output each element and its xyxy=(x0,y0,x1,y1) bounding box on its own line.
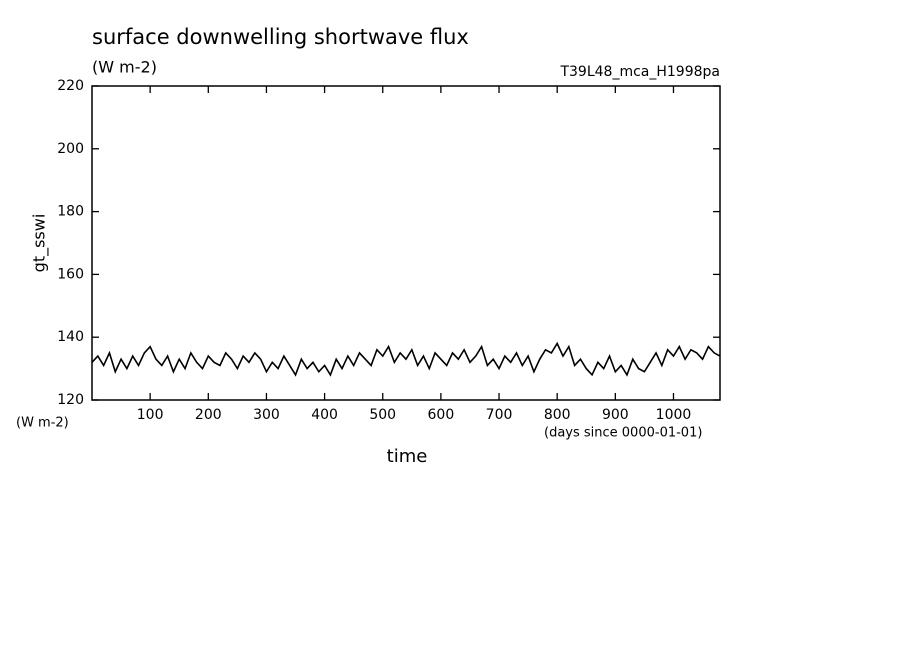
x-tick-label: 100 xyxy=(137,407,164,423)
x-tick-label: 400 xyxy=(311,407,338,423)
y-tick-label: 120 xyxy=(57,392,84,408)
y-unit: (W m-2) xyxy=(16,416,69,431)
y-tick-label: 200 xyxy=(57,141,84,157)
x-tick-label: 300 xyxy=(253,407,280,423)
x-tick-label: 500 xyxy=(369,407,396,423)
x-tick-label: 600 xyxy=(428,407,455,423)
y-tick-label: 220 xyxy=(57,78,84,94)
x-unit: (days since 0000-01-01) xyxy=(544,426,702,441)
y-tick-label: 160 xyxy=(57,266,84,282)
run-label: T39L48_mca_H1998pa xyxy=(559,64,720,80)
x-tick-label: 200 xyxy=(195,407,222,423)
x-tick-label: 1000 xyxy=(656,407,692,423)
data-line xyxy=(91,341,721,377)
y-tick-label: 180 xyxy=(57,204,84,220)
chart-subtitle: (W m-2) xyxy=(92,58,157,77)
y-axis-label: gt_sswi xyxy=(30,214,50,273)
plot-frame xyxy=(91,85,721,401)
y-tick-label: 140 xyxy=(57,329,84,345)
x-tick-label: 800 xyxy=(544,407,571,423)
x-axis-label: time xyxy=(387,446,428,467)
x-tick-label: 700 xyxy=(486,407,513,423)
chart-title: surface downwelling shortwave flux xyxy=(92,25,469,49)
x-tick-label: 900 xyxy=(602,407,629,423)
